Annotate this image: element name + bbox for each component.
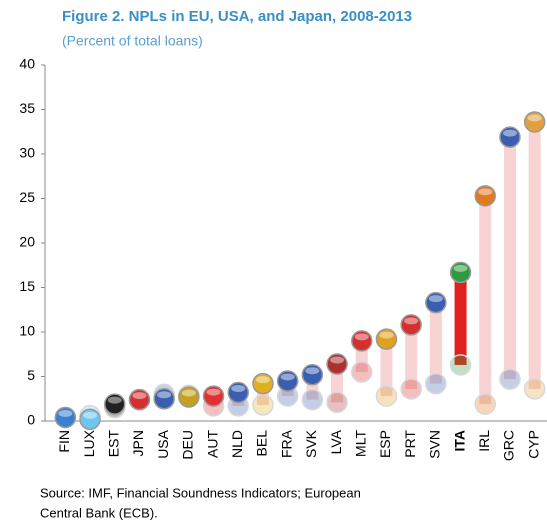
- chart-subtitle: (Percent of total loans): [62, 33, 203, 49]
- start-point: [449, 354, 472, 376]
- point-shine: [305, 367, 320, 375]
- x-tick-label: EST: [105, 430, 121, 458]
- point-shine: [428, 295, 443, 303]
- end-point: [54, 406, 77, 429]
- point-shine: [83, 411, 98, 419]
- end-point: [128, 388, 151, 411]
- start-point: [351, 361, 373, 383]
- end-point: [326, 353, 348, 375]
- start-point: [375, 385, 398, 407]
- point-shine: [132, 392, 147, 400]
- x-tick-label: DEU: [180, 430, 196, 460]
- end-point: [301, 363, 324, 386]
- source: Central Bank (ECB).: [40, 505, 158, 520]
- end-point: [104, 393, 126, 415]
- start-point: [474, 393, 496, 415]
- start-point: [523, 378, 546, 400]
- end-point: [153, 388, 175, 410]
- end-point: [79, 408, 101, 430]
- x-tick-label: PRT: [402, 430, 418, 458]
- point-shine: [107, 396, 122, 404]
- range-bar: [405, 324, 418, 389]
- start-point: [425, 372, 447, 395]
- range-bar: [454, 272, 467, 365]
- end-point: [523, 111, 546, 133]
- y-tick-label: 10: [19, 323, 35, 339]
- start-point: [326, 391, 348, 414]
- end-point: [276, 370, 299, 392]
- y-tick-label: 5: [27, 367, 35, 383]
- range-bar: [479, 195, 492, 405]
- end-point: [252, 372, 274, 395]
- x-tick-label: FIN: [56, 430, 72, 453]
- x-tick-label: LVA: [328, 429, 344, 454]
- range-bar: [380, 339, 393, 397]
- range-bar: [528, 121, 541, 389]
- x-tick-label: AUT: [204, 430, 220, 458]
- point-shine: [58, 409, 73, 417]
- y-tick-label: 35: [19, 100, 35, 116]
- x-tick-label: CYP: [525, 430, 541, 459]
- y-tick-label: 0: [27, 412, 35, 428]
- y-tick-label: 40: [19, 56, 35, 72]
- end-point: [474, 185, 496, 207]
- point-shine: [354, 333, 369, 341]
- x-tick-label: FRA: [278, 429, 294, 458]
- end-point: [227, 381, 249, 404]
- start-point: [252, 394, 274, 416]
- start-point: [400, 378, 422, 400]
- end-point: [375, 328, 398, 350]
- y-tick-label: 20: [19, 234, 35, 250]
- x-tick-label: GRC: [501, 430, 517, 461]
- y-tick-label: 30: [19, 145, 35, 161]
- range-bar: [503, 137, 516, 380]
- end-point: [425, 291, 447, 314]
- y-tick-label: 15: [19, 278, 35, 294]
- y-tick-label: 25: [19, 189, 35, 205]
- point-shine: [206, 388, 221, 396]
- x-tick-label: NLD: [229, 430, 245, 458]
- end-point: [449, 261, 472, 284]
- end-point: [202, 385, 225, 407]
- x-tick-label: IRL: [476, 430, 492, 452]
- end-point: [178, 386, 200, 408]
- chart-title: Figure 2. NPLs in EU, USA, and Japan, 20…: [62, 8, 412, 25]
- x-tick-label: ESP: [377, 430, 393, 458]
- point-shine: [379, 331, 394, 339]
- point-shine: [453, 264, 468, 272]
- point-shine: [280, 373, 295, 381]
- point-shine: [404, 317, 419, 325]
- x-tick-label: USA: [155, 429, 171, 458]
- point-shine: [330, 356, 345, 364]
- start-point: [499, 368, 521, 390]
- x-tick-label: LUX: [81, 429, 97, 457]
- start-point: [301, 388, 324, 411]
- x-tick-label: MLT: [352, 430, 368, 457]
- point-shine: [502, 129, 517, 137]
- x-tick-label: BEL: [254, 430, 270, 457]
- range-bar: [429, 302, 442, 384]
- point-shine: [527, 114, 542, 122]
- source: Source: IMF, Financial Soundness Indicat…: [40, 485, 361, 500]
- point-shine: [181, 389, 196, 397]
- point-shine: [157, 391, 172, 399]
- x-tick-label: JPN: [130, 430, 146, 456]
- x-tick-label: SVK: [303, 429, 319, 458]
- point-shine: [478, 188, 493, 196]
- end-point: [499, 126, 521, 148]
- end-point: [400, 314, 422, 336]
- x-tick-label: ITA: [451, 430, 467, 452]
- point-shine: [255, 376, 270, 384]
- end-point: [351, 330, 373, 352]
- point-shine: [231, 385, 246, 393]
- x-tick-label: SVN: [427, 430, 443, 459]
